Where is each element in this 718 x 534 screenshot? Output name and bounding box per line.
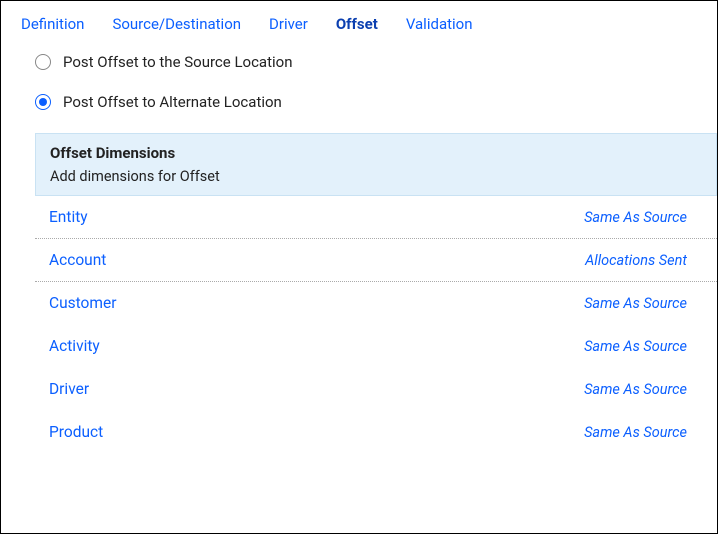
- dimension-name-account[interactable]: Account: [49, 251, 106, 269]
- dimension-name-customer[interactable]: Customer: [49, 294, 116, 312]
- tab-source-destination[interactable]: Source/Destination: [112, 15, 241, 33]
- dimension-row: Activity Same As Source: [35, 325, 717, 368]
- panel-subtitle: Add dimensions for Offset: [50, 168, 702, 185]
- dimension-row: Entity Same As Source: [35, 196, 717, 239]
- dimension-name-driver[interactable]: Driver: [49, 380, 89, 398]
- tab-definition[interactable]: Definition: [21, 15, 84, 33]
- radio-label: Post Offset to Alternate Location: [63, 93, 282, 111]
- radio-icon: [35, 54, 51, 70]
- dimension-name-entity[interactable]: Entity: [49, 208, 88, 226]
- dimension-value-entity[interactable]: Same As Source: [584, 209, 687, 226]
- dimension-value-customer[interactable]: Same As Source: [584, 295, 687, 312]
- tab-driver[interactable]: Driver: [269, 15, 308, 33]
- dimension-value-account[interactable]: Allocations Sent: [585, 252, 687, 269]
- tab-offset[interactable]: Offset: [336, 15, 378, 33]
- offset-dimensions-panel: Offset Dimensions Add dimensions for Off…: [35, 133, 717, 454]
- dimension-value-product[interactable]: Same As Source: [584, 424, 687, 441]
- radio-post-offset-alternate[interactable]: Post Offset to Alternate Location: [35, 93, 717, 111]
- dimension-row: Account Allocations Sent: [35, 239, 717, 282]
- dimension-row: Product Same As Source: [35, 411, 717, 454]
- dimension-value-driver[interactable]: Same As Source: [584, 381, 687, 398]
- dimension-name-product[interactable]: Product: [49, 423, 103, 441]
- radio-icon: [35, 94, 51, 110]
- dimension-row: Customer Same As Source: [35, 282, 717, 325]
- dimension-name-activity[interactable]: Activity: [49, 337, 100, 355]
- radio-label: Post Offset to the Source Location: [63, 53, 292, 71]
- dimension-value-activity[interactable]: Same As Source: [584, 338, 687, 355]
- offset-content: Post Offset to the Source Location Post …: [1, 47, 717, 454]
- tab-validation[interactable]: Validation: [406, 15, 473, 33]
- panel-header: Offset Dimensions Add dimensions for Off…: [35, 133, 717, 196]
- panel-title: Offset Dimensions: [50, 144, 702, 162]
- dimension-row: Driver Same As Source: [35, 368, 717, 411]
- radio-post-offset-source[interactable]: Post Offset to the Source Location: [35, 53, 717, 71]
- tab-bar: Definition Source/Destination Driver Off…: [1, 1, 717, 47]
